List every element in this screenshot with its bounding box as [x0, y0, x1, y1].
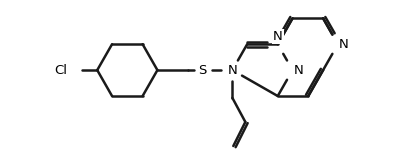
Text: N: N	[273, 30, 283, 43]
Text: N: N	[227, 64, 237, 77]
Text: N: N	[293, 64, 303, 77]
Text: Cl: Cl	[55, 64, 68, 77]
Text: N: N	[339, 38, 349, 51]
Text: S: S	[199, 64, 207, 77]
